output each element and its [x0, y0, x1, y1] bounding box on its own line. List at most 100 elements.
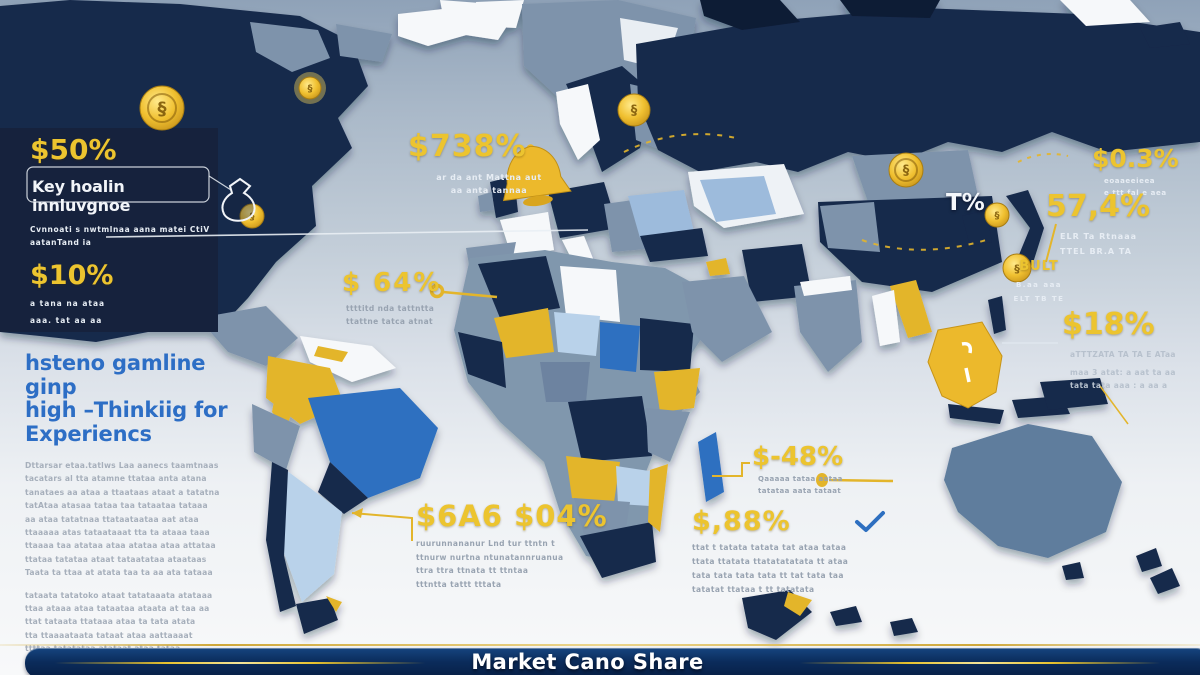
stat-subtext: ttat t tatata tatata tat ataa tataa — [692, 543, 847, 552]
stat-subtext: tatatat ttataa t tt tatatata — [692, 585, 815, 594]
map-region — [872, 290, 900, 346]
map-korea — [962, 210, 992, 246]
leader-dot — [816, 473, 828, 487]
stat-value: $10% — [30, 260, 114, 291]
map-icons: § § § § § § § — [139, 72, 1032, 532]
gold-accent-line — [800, 662, 1160, 664]
panel-title: Key hoalin innluvgnoe — [32, 177, 131, 215]
map-region — [706, 258, 730, 276]
stat-value: $,88% — [692, 506, 791, 537]
bottom-bar-title: Market Cano Share — [471, 650, 704, 674]
stat-subtext: aaa. tat aa aa — [30, 316, 103, 325]
stat-subtext: a tana na ataa — [30, 299, 106, 308]
stat-subtext: aatanTand ia — [30, 238, 92, 247]
stat-subtext: ttattne tatca atnat — [346, 317, 434, 326]
coin-icon: § — [1002, 253, 1032, 283]
stat-europe: $738% ar da ant Mattna aut aa anta tanna… — [408, 132, 578, 197]
stat-madagascar: $-48% Qaaaaa tataa aataa tatataa aata ta… — [752, 444, 892, 497]
leader-line — [351, 512, 413, 541]
map-region — [1062, 562, 1084, 580]
heading-line: hsteno gamline ginp — [25, 351, 206, 399]
map-madagascar — [698, 432, 724, 502]
left-article: hsteno gamline ginp high –Thinkiig for E… — [25, 351, 233, 669]
map-region — [654, 368, 700, 412]
leader-line — [828, 478, 894, 483]
stat-subtext: ttttitd nda tattntta — [346, 304, 435, 313]
map-brazil — [308, 388, 438, 498]
bottom-title-bar: Market Cano Share — [25, 648, 1200, 675]
map-vietnam — [890, 280, 932, 338]
stat-subtext: ruurunnananur Lnd tur ttntn t — [416, 539, 556, 548]
stat-subtext: ELR Ta Rtnaaa — [1060, 232, 1137, 241]
map-south-africa — [580, 522, 656, 578]
coin-icon: § — [294, 72, 326, 104]
svg-text:§: § — [308, 84, 313, 95]
map-region — [326, 596, 342, 612]
paragraph-line: Dttarsar etaa.tatlws Laa aanecs taamtnaa… — [25, 460, 219, 470]
map-region — [820, 202, 880, 252]
map-argentina — [282, 470, 342, 602]
stat-subtext: maa 3 atat: a aat ta aa — [1070, 367, 1176, 377]
map-region — [700, 0, 800, 30]
leader-line — [1045, 223, 1057, 263]
key-title-outline — [26, 166, 210, 203]
heading-line: Experiencs — [25, 422, 152, 447]
map-australia — [944, 424, 1122, 558]
map-region — [840, 0, 940, 18]
map-region — [250, 22, 330, 72]
leader-line — [105, 229, 589, 238]
stat-japan: 57,4% ELR Ta Rtnaaa TTEL BR.A TA — [1046, 192, 1176, 259]
leader-arrow — [352, 508, 363, 518]
gold-divider — [0, 644, 1200, 646]
stat-value: $6A6 $04% — [416, 499, 608, 533]
map-mexico — [198, 306, 298, 366]
stat-subtext: tata tata tata tata tt tat tata taa — [692, 571, 844, 580]
stat-subtext: B.aa aaa — [1015, 281, 1063, 289]
key-stats-panel: $50% Key hoalin innluvgnoe Cvnnoati s nw… — [30, 136, 216, 327]
map-region — [440, 0, 520, 40]
map-region — [830, 606, 862, 626]
stat-subtext: tttntta tattt tttata — [416, 579, 502, 589]
coin-icon: § — [984, 202, 1010, 228]
paragraph-line: tataata tatatoko ataat tatataaata atataa… — [25, 590, 213, 600]
map-region — [1140, 22, 1190, 48]
map-region — [560, 266, 620, 322]
stat-value: $ 64% — [342, 268, 442, 298]
leader-line — [208, 175, 232, 191]
article-heading: hsteno gamline ginp high –Thinkiig for E… — [25, 351, 233, 447]
leader-line — [1099, 385, 1129, 425]
svg-text:§: § — [250, 212, 255, 223]
stat-subtext: tatataa aata tataat — [758, 487, 842, 495]
stat-panel-background — [0, 128, 218, 332]
stat-subtext: Cvnnoati s nwtmlnaa aana matei CtiV — [30, 225, 210, 234]
map-region — [252, 404, 300, 470]
stat-subtext: ar da ant Mattna aut — [436, 173, 542, 182]
gold-accent-line — [55, 662, 425, 664]
dashed-route — [861, 239, 987, 251]
coin-icon: § — [617, 93, 651, 127]
bell-icon — [502, 144, 572, 207]
stat-bult: BULT B.aa aaa ELT TB TE — [1000, 260, 1078, 305]
checkmark-icon — [855, 511, 885, 532]
map-region — [890, 618, 918, 636]
map-region — [628, 190, 694, 238]
paragraph-line: tacatars al tta atamne ttataa anta atana — [25, 474, 207, 484]
map-region — [494, 308, 554, 358]
coin-icon: § — [888, 152, 924, 188]
stat-value: $18% — [1062, 307, 1155, 342]
map-region — [556, 84, 600, 160]
stat-subtext: e ttt fal e aea — [1104, 189, 1167, 197]
map-region — [458, 332, 506, 388]
paragraph-line: aa ataa tatatnaa ttataataataa aat ataa — [25, 514, 199, 524]
dashed-route — [1017, 153, 1069, 163]
map-region — [478, 192, 494, 212]
map-region — [1150, 568, 1180, 594]
stat-south-america: $6A6 $04% ruurunnananur Lnd tur ttntn t … — [416, 502, 616, 591]
stat-value: $0.3% — [1092, 144, 1179, 173]
map-region — [266, 462, 296, 612]
money-bag-icon — [221, 177, 256, 222]
svg-text:§: § — [995, 211, 1000, 222]
map-region — [600, 322, 640, 372]
